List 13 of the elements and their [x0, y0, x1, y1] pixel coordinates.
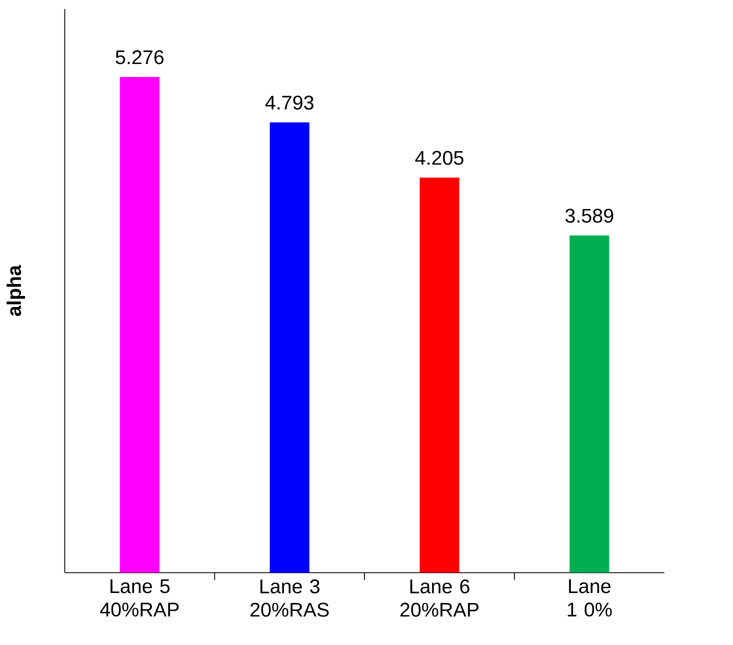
data-label: 3.589 — [565, 208, 614, 223]
x-tick-label: Lane 3 20%RAS — [250, 579, 329, 617]
x-tick-label: Lane 6 20%RAP — [400, 579, 478, 617]
x-tick-label: Lane 5 40%RAP — [100, 579, 179, 616]
bar — [120, 76, 160, 572]
bar — [570, 235, 610, 572]
data-label: 5.276 — [116, 50, 164, 64]
y-axis-title: alpha — [6, 264, 25, 316]
data-label: 4.205 — [415, 150, 464, 165]
bar — [270, 122, 310, 572]
bar — [420, 177, 460, 572]
data-label: 4.793 — [265, 95, 314, 110]
x-tick-label: Lane 1 0% — [568, 579, 612, 616]
